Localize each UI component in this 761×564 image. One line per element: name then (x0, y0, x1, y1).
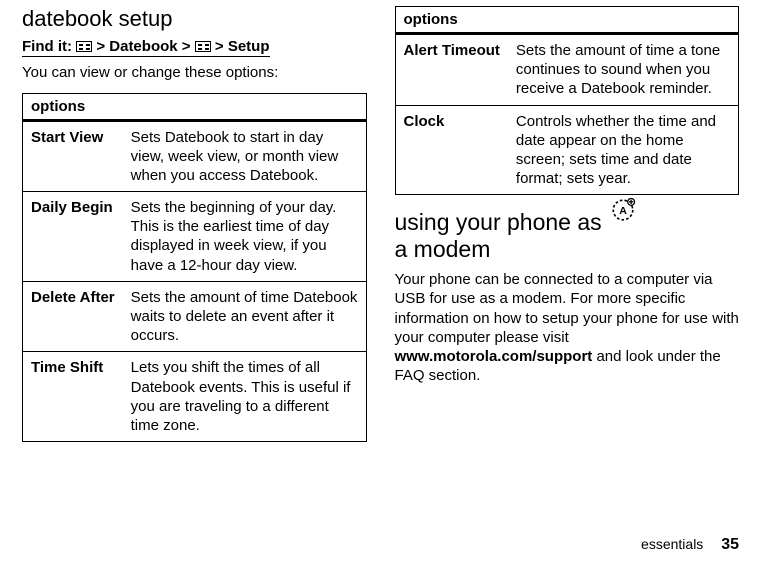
option-desc: Sets the beginning of your day. This is … (123, 192, 366, 282)
footer-section-label: essentials (641, 536, 703, 552)
table-row: Delete AfterSets the amount of time Date… (23, 281, 367, 352)
page-number: 35 (721, 536, 739, 553)
menu-icon (76, 41, 92, 52)
option-desc: Sets the amount of time a tone continues… (508, 34, 739, 106)
section-title: datebook setup (22, 6, 367, 32)
option-name: Start View (23, 120, 123, 192)
table-row: Daily BeginSets the beginning of your da… (23, 192, 367, 282)
option-name: Daily Begin (23, 192, 123, 282)
option-desc: Sets the amount of time Datebook waits t… (123, 281, 366, 352)
modem-paragraph: Your phone can be connected to a compute… (395, 270, 740, 385)
options-header: options (395, 7, 739, 34)
option-desc: Controls whether the time and date appea… (508, 105, 739, 195)
page-footer: essentials 35 (641, 536, 739, 554)
menu-icon (195, 41, 211, 52)
options-table-right: options Alert TimeoutSets the amount of … (395, 6, 740, 195)
svg-text:A: A (619, 205, 627, 217)
table-row: Clock Controls whether the time and date… (395, 105, 739, 195)
find-it-path: Find it: > Datebook > > Setup (22, 38, 367, 55)
intro-text: You can view or change these options: (22, 63, 367, 83)
table-row: Time ShiftLets you shift the times of al… (23, 352, 367, 442)
options-header: options (23, 93, 367, 120)
section-title-modem: using your phone asa modem (395, 209, 602, 262)
table-row: Start ViewSets Datebook to start in day … (23, 120, 367, 192)
option-desc: Lets you shift the times of all Datebook… (123, 352, 366, 442)
options-table-left: options Start ViewSets Datebook to start… (22, 93, 367, 443)
table-row: Alert TimeoutSets the amount of time a t… (395, 34, 739, 106)
option-name: Time Shift (23, 352, 123, 442)
option-name: Alert Timeout (395, 34, 508, 106)
option-name: Delete After (23, 281, 123, 352)
option-name: Clock (395, 105, 508, 195)
option-desc: Sets Datebook to start in day view, week… (123, 120, 366, 192)
operator-feature-icon: A (610, 197, 636, 228)
